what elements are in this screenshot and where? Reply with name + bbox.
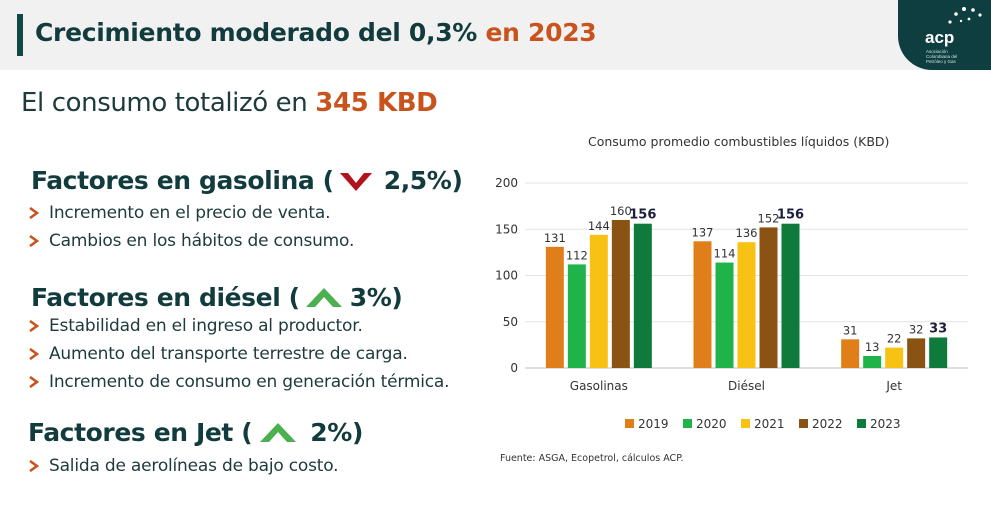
bar-2020 (567, 264, 586, 368)
bar-2020 (863, 355, 882, 368)
legend-swatch-2019 (625, 419, 634, 428)
bullet-text: Incremento en el precio de venta. (49, 203, 331, 223)
factor-title-text: Factores en diésel ( (31, 283, 300, 312)
legend-label: 2022 (812, 417, 843, 431)
data-label: 160 (610, 204, 632, 218)
header-accent-bar (17, 14, 23, 56)
legend-label: 2019 (638, 417, 669, 431)
bar-2019 (841, 339, 860, 368)
page-title-main: Crecimiento moderado del 0,3% (35, 18, 478, 47)
bar-2021 (737, 242, 756, 368)
bullet-text: Estabilidad en el ingreso al productor. (49, 316, 363, 336)
factor-pct: 3%) (349, 283, 403, 312)
bullet-text: Cambios en los hábitos de consumo. (49, 231, 355, 251)
chart-source: Fuente: ASGA, Ecopetrol, cálculos ACP. (500, 453, 684, 464)
bar-2020 (715, 262, 734, 368)
legend-swatch-2020 (683, 419, 692, 428)
factor-title-text: Factores en gasolina ( (31, 166, 334, 195)
factor-pct: 2,5%) (383, 166, 463, 195)
bar-2019 (545, 246, 564, 368)
headline-label: El consumo totalizó en (21, 88, 308, 118)
legend-label: 2020 (696, 417, 727, 431)
header: Crecimiento moderado del 0,3% en 2023 ac… (0, 0, 991, 70)
bar-2023 (633, 223, 652, 368)
logo-text: acp (925, 28, 955, 47)
x-tick-label: Diésel (728, 379, 765, 393)
y-tick-label: 100 (495, 269, 518, 283)
bar-2022 (611, 220, 630, 368)
bar-2021 (589, 234, 608, 368)
legend-label: 2023 (870, 417, 901, 431)
bar-2019 (693, 241, 712, 368)
factor-jet-title: Factores en Jet ( 2%) (28, 418, 363, 447)
data-label: 131 (544, 231, 566, 245)
bullet-text: Aumento del transporte terrestre de carg… (49, 344, 408, 364)
list-item: Cambios en los hábitos de consumo. (29, 231, 354, 251)
factor-pct: 2%) (310, 418, 363, 447)
factor-title-text: Factores en Jet ( (28, 418, 253, 447)
chevron-right-icon (29, 235, 39, 247)
data-label: 137 (692, 225, 714, 239)
data-label: 144 (588, 219, 610, 233)
consumption-bar-chart: 050100150200131112144160156Gasolinas1371… (495, 176, 968, 431)
data-label: 156 (629, 208, 656, 223)
y-tick-label: 200 (495, 176, 518, 190)
bar-2021 (885, 347, 904, 368)
data-label: 112 (566, 248, 588, 262)
arrow-up-icon (260, 422, 297, 442)
legend-swatch-2021 (741, 419, 750, 428)
bar-2023 (781, 223, 800, 368)
data-label: 114 (714, 247, 736, 261)
list-item: Estabilidad en el ingreso al productor. (29, 316, 363, 336)
bar-2022 (907, 338, 926, 368)
data-label: 136 (736, 226, 758, 240)
legend-swatch-2022 (799, 419, 808, 428)
data-label: 156 (777, 208, 804, 223)
data-label: 32 (909, 322, 924, 336)
data-label: 152 (758, 211, 780, 225)
data-label: 31 (843, 323, 858, 337)
chevron-right-icon (29, 460, 39, 472)
y-tick-label: 50 (503, 315, 518, 329)
y-tick-label: 0 (510, 361, 518, 375)
consumption-headline: El consumo totalizó en 345 KBD (21, 88, 438, 118)
arrow-up-icon (305, 287, 342, 307)
chart-title: Consumo promedio combustibles líquidos (… (588, 134, 890, 149)
page-title-accent: en 2023 (477, 18, 597, 47)
list-item: Salida de aerolíneas de bajo costo. (29, 456, 339, 476)
factor-gasolina-title: Factores en gasolina ( 2,5%) (31, 166, 463, 195)
data-label: 13 (865, 340, 880, 354)
list-item: Aumento del transporte terrestre de carg… (29, 344, 408, 364)
chevron-right-icon (29, 348, 39, 360)
stars-icon (948, 7, 982, 24)
page-title: Crecimiento moderado del 0,3% en 2023 (35, 18, 597, 47)
legend-label: 2021 (754, 417, 785, 431)
legend-swatch-2023 (857, 419, 866, 428)
factor-diesel-title: Factores en diésel ( 3%) (31, 283, 403, 312)
bar-2023 (929, 337, 948, 368)
bullet-text: Incremento de consumo en generación térm… (49, 372, 450, 392)
headline-value: 345 KBD (315, 88, 438, 118)
logo-subtext: Asociación Colombiana del Petróleo y Gas (926, 49, 958, 64)
acp-logo: acp Asociación Colombiana del Petróleo y… (898, 0, 991, 70)
data-label: 33 (929, 321, 947, 336)
x-tick-label: Gasolinas (570, 379, 628, 393)
bullet-text: Salida de aerolíneas de bajo costo. (49, 456, 339, 476)
list-item: Incremento de consumo en generación térm… (29, 372, 449, 392)
arrow-down-icon (339, 172, 372, 191)
chevron-right-icon (29, 320, 39, 332)
y-tick-label: 150 (495, 222, 518, 236)
x-tick-label: Jet (885, 379, 902, 393)
chevron-right-icon (29, 376, 39, 388)
list-item: Incremento en el precio de venta. (29, 203, 330, 223)
chevron-right-icon (29, 207, 39, 219)
data-label: 22 (887, 332, 902, 346)
bar-2022 (759, 227, 778, 368)
